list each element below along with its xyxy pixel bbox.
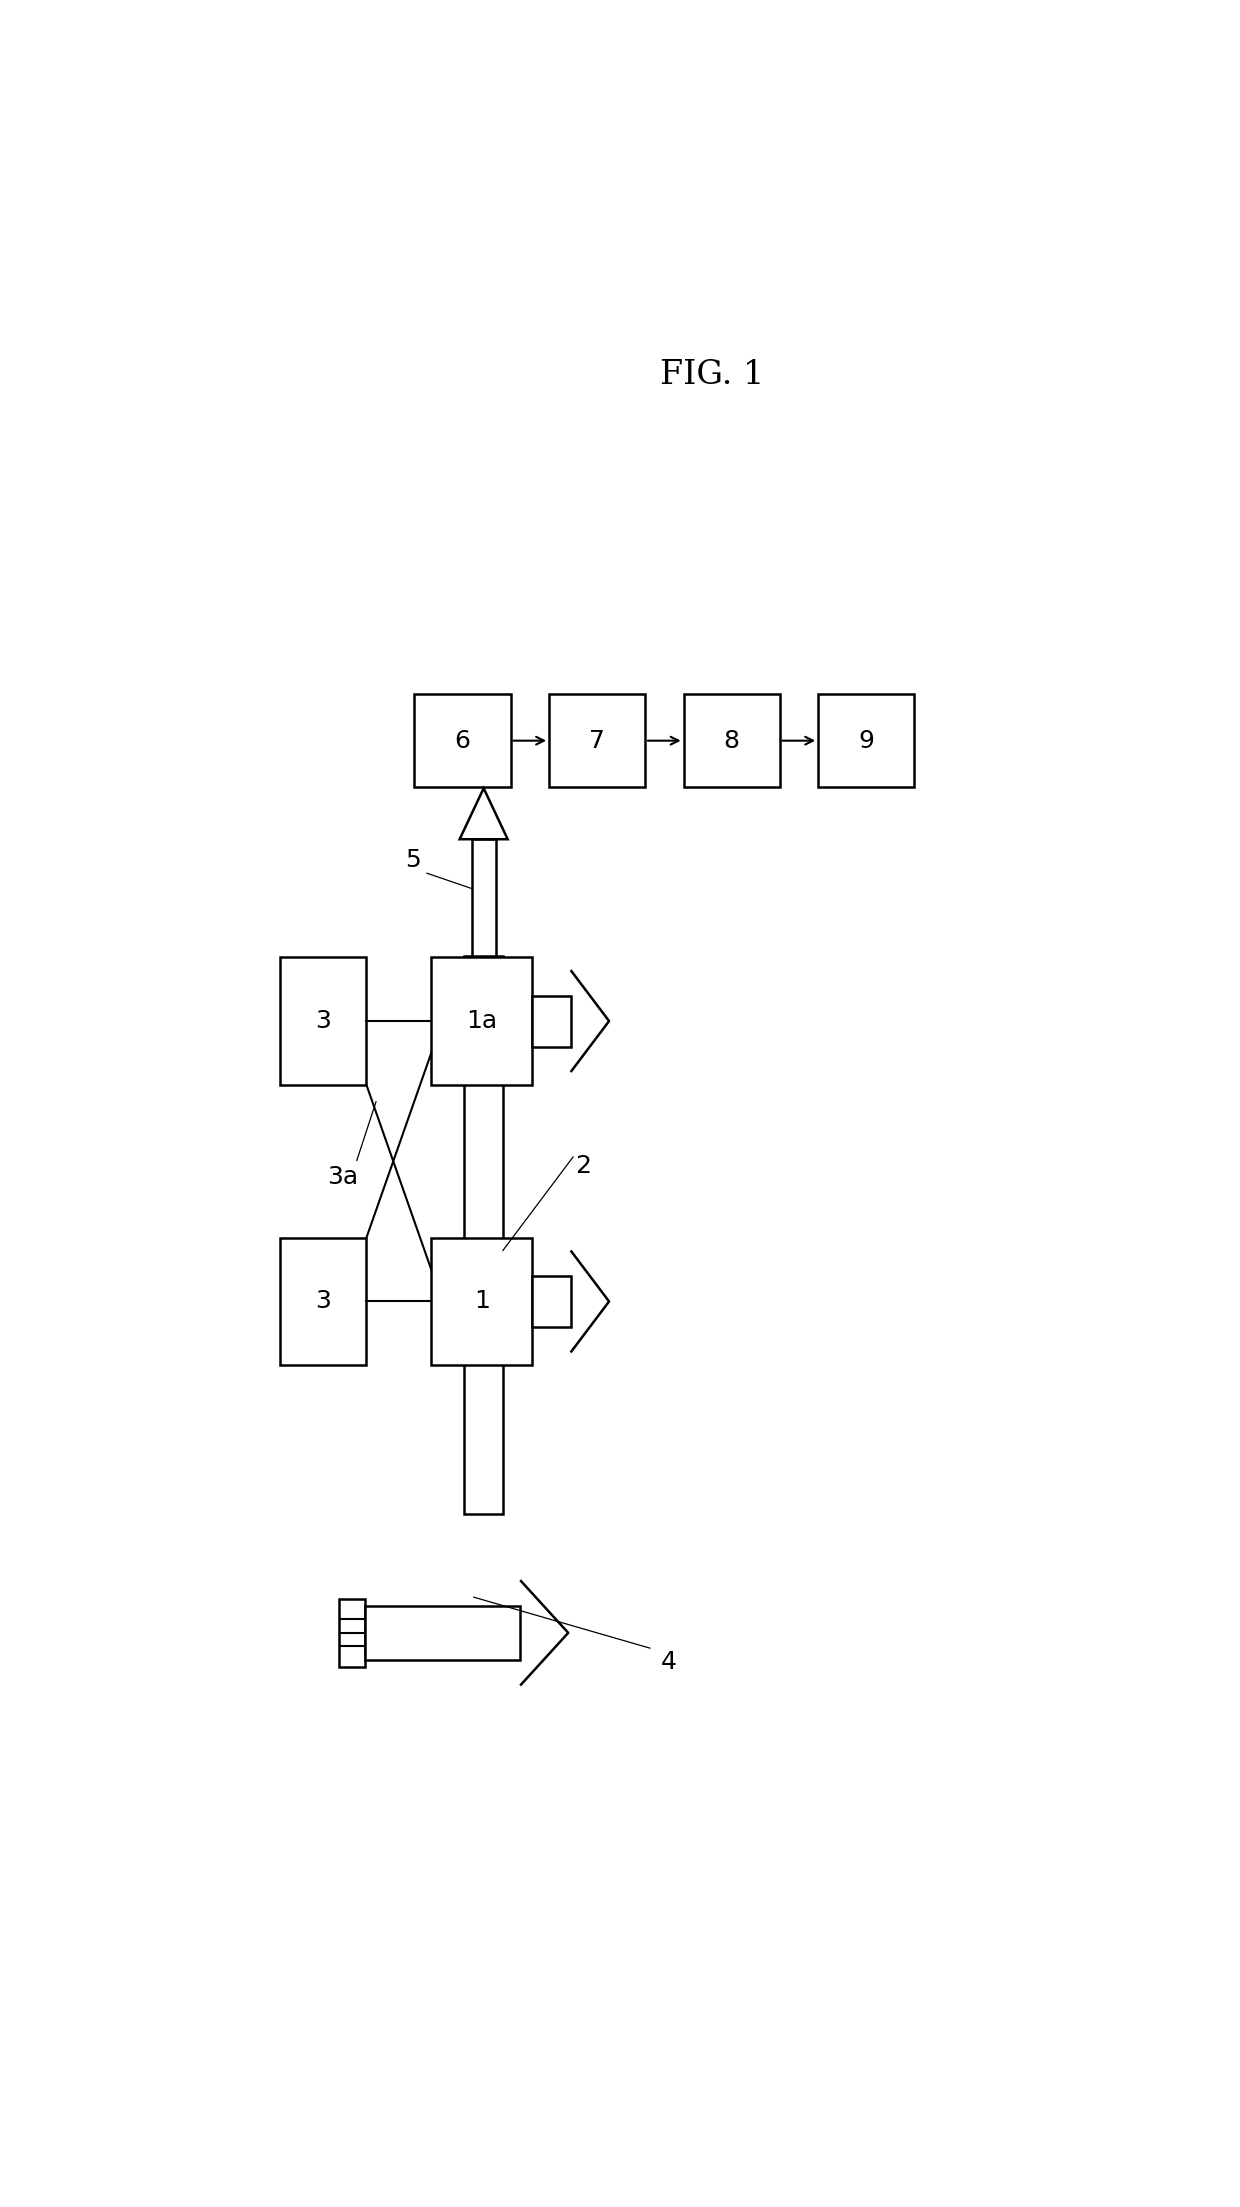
Bar	[339, 1598, 366, 1666]
Text: 9: 9	[858, 728, 874, 753]
Bar	[683, 693, 780, 788]
Text: 8: 8	[724, 728, 739, 753]
Text: 4: 4	[661, 1651, 677, 1673]
Text: 5: 5	[404, 847, 420, 872]
Text: 6: 6	[455, 728, 470, 753]
Bar	[532, 1276, 570, 1326]
Text: FIG. 1: FIG. 1	[660, 360, 765, 391]
Bar	[432, 958, 532, 1086]
Bar	[818, 693, 914, 788]
Text: 3: 3	[315, 1009, 331, 1033]
Bar	[366, 1607, 521, 1660]
Text: 7: 7	[589, 728, 605, 753]
Bar	[414, 693, 511, 788]
Bar	[532, 995, 570, 1046]
Polygon shape	[460, 788, 507, 839]
Text: 2: 2	[574, 1154, 590, 1179]
Text: 3a: 3a	[327, 1165, 358, 1190]
Bar	[432, 1238, 532, 1366]
Text: 1: 1	[474, 1289, 490, 1313]
Bar	[465, 956, 503, 1514]
Text: 1a: 1a	[466, 1009, 497, 1033]
Bar	[471, 839, 496, 956]
Text: 3: 3	[315, 1289, 331, 1313]
Bar	[280, 1238, 367, 1366]
Bar	[280, 958, 367, 1086]
Bar	[549, 693, 645, 788]
